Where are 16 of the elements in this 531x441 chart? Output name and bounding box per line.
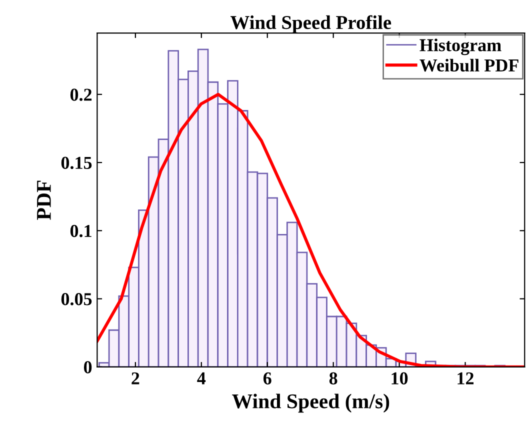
y-axis-title: PDF	[37, 180, 51, 220]
x-tick-label: 6	[263, 372, 272, 384]
y-tick-label: 0.2	[70, 88, 92, 101]
x-tick-label: 10	[392, 372, 408, 384]
y-tick-label: 0.05	[61, 293, 92, 306]
chart-title: Wind Speed Profile	[230, 15, 392, 34]
legend-label: Weibull PDF	[420, 58, 518, 72]
y-tick-label: 0.15	[61, 156, 92, 170]
x-axis-title: Wind Speed (m/s)	[232, 394, 390, 413]
y-tick-label: 0	[84, 361, 92, 374]
legend-label: Histogram	[420, 38, 502, 56]
x-tick-label: 8	[329, 372, 338, 384]
y-tick-label: 0.1	[70, 224, 92, 238]
x-tick-label: 2	[132, 372, 140, 384]
x-tick-label: 4	[197, 372, 206, 384]
x-tick-label: 12	[458, 372, 474, 384]
